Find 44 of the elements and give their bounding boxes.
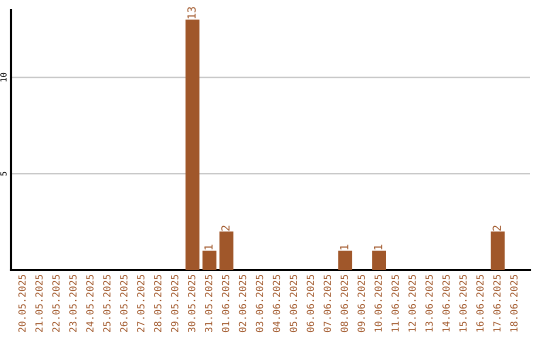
x-tick-label: 10.06.2025 xyxy=(374,274,382,332)
x-tick-label: 13.06.2025 xyxy=(425,274,433,332)
x-tick-label: 15.06.2025 xyxy=(459,274,467,332)
x-tick-label: 22.05.2025 xyxy=(52,274,60,332)
x-tick-label: 09.06.2025 xyxy=(358,274,365,332)
data-label: 2 xyxy=(221,226,230,231)
x-tick-label: 31.05.2025 xyxy=(204,274,212,332)
x-tick-label: 08.06.2025 xyxy=(340,274,348,332)
x-tick-label: 30.05.2025 xyxy=(188,274,196,332)
x-tick-label: 01.06.2025 xyxy=(222,274,230,332)
x-tick-label: 27.05.2025 xyxy=(137,274,144,332)
x-tick-label: 28.05.2025 xyxy=(154,274,162,332)
bar xyxy=(202,250,216,270)
x-tick-label: 16.06.2025 xyxy=(476,274,484,332)
x-tick-label: 24.05.2025 xyxy=(86,274,94,332)
data-label: 1 xyxy=(340,244,348,250)
data-label: 2 xyxy=(492,226,501,231)
x-tick-label: 26.05.2025 xyxy=(120,274,128,332)
x-tick-label: 20.05.2025 xyxy=(18,274,26,332)
data-label: 1 xyxy=(374,244,382,250)
x-tick-label: 11.06.2025 xyxy=(392,274,399,332)
data-label: 1 xyxy=(204,244,213,250)
bar xyxy=(372,250,386,270)
y-tick-label: 10 xyxy=(0,72,7,82)
x-tick-label: 21.05.2025 xyxy=(35,274,43,332)
x-tick-label: 06.06.2025 xyxy=(306,274,314,332)
bar xyxy=(186,20,200,270)
x-tick-label: 23.05.2025 xyxy=(69,274,77,332)
x-tick-label: 25.05.2025 xyxy=(103,274,111,332)
x-tick-label: 14.06.2025 xyxy=(442,274,450,332)
bar xyxy=(490,231,505,270)
y-tick-label: 5 xyxy=(0,172,7,176)
data-label: 13 xyxy=(187,7,196,18)
x-tick-label: 05.06.2025 xyxy=(290,274,298,332)
x-tick-label: 29.05.2025 xyxy=(171,274,178,332)
x-tick-label: 18.06.2025 xyxy=(510,274,518,332)
x-tick-label: 17.06.2025 xyxy=(493,274,501,332)
bar xyxy=(338,250,352,270)
x-tick-label: 07.06.2025 xyxy=(324,274,332,332)
x-tick-label: 04.06.2025 xyxy=(272,274,280,332)
x-tick-label: 03.06.2025 xyxy=(256,274,264,332)
x-tick-label: 12.06.2025 xyxy=(408,274,416,332)
bar xyxy=(219,231,234,270)
x-tick-label: 02.06.2025 xyxy=(238,274,246,332)
